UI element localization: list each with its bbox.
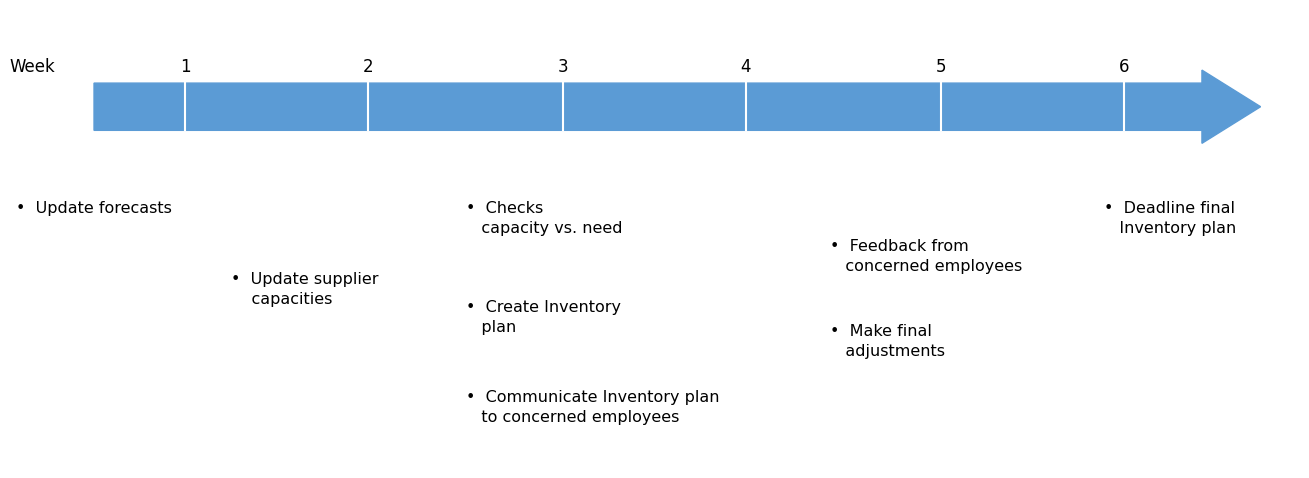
Text: 4: 4 — [741, 58, 751, 76]
Text: •  Update supplier
    capacities: • Update supplier capacities — [230, 272, 378, 307]
Text: 3: 3 — [558, 58, 568, 76]
Text: Week: Week — [9, 58, 55, 76]
FancyArrow shape — [94, 70, 1261, 143]
Text: •  Feedback from
   concerned employees: • Feedback from concerned employees — [830, 239, 1022, 274]
Text: •  Create Inventory
   plan: • Create Inventory plan — [466, 300, 620, 335]
Text: 5: 5 — [936, 58, 946, 76]
Text: •  Deadline final
   Inventory plan: • Deadline final Inventory plan — [1105, 201, 1237, 236]
Text: •  Update forecasts: • Update forecasts — [16, 201, 171, 216]
Text: •  Make final
   adjustments: • Make final adjustments — [830, 324, 945, 359]
Text: •  Checks
   capacity vs. need: • Checks capacity vs. need — [466, 201, 622, 236]
Text: 1: 1 — [179, 58, 191, 76]
Text: 6: 6 — [1118, 58, 1128, 76]
Text: 2: 2 — [363, 58, 373, 76]
Text: •  Communicate Inventory plan
   to concerned employees: • Communicate Inventory plan to concerne… — [466, 390, 719, 425]
